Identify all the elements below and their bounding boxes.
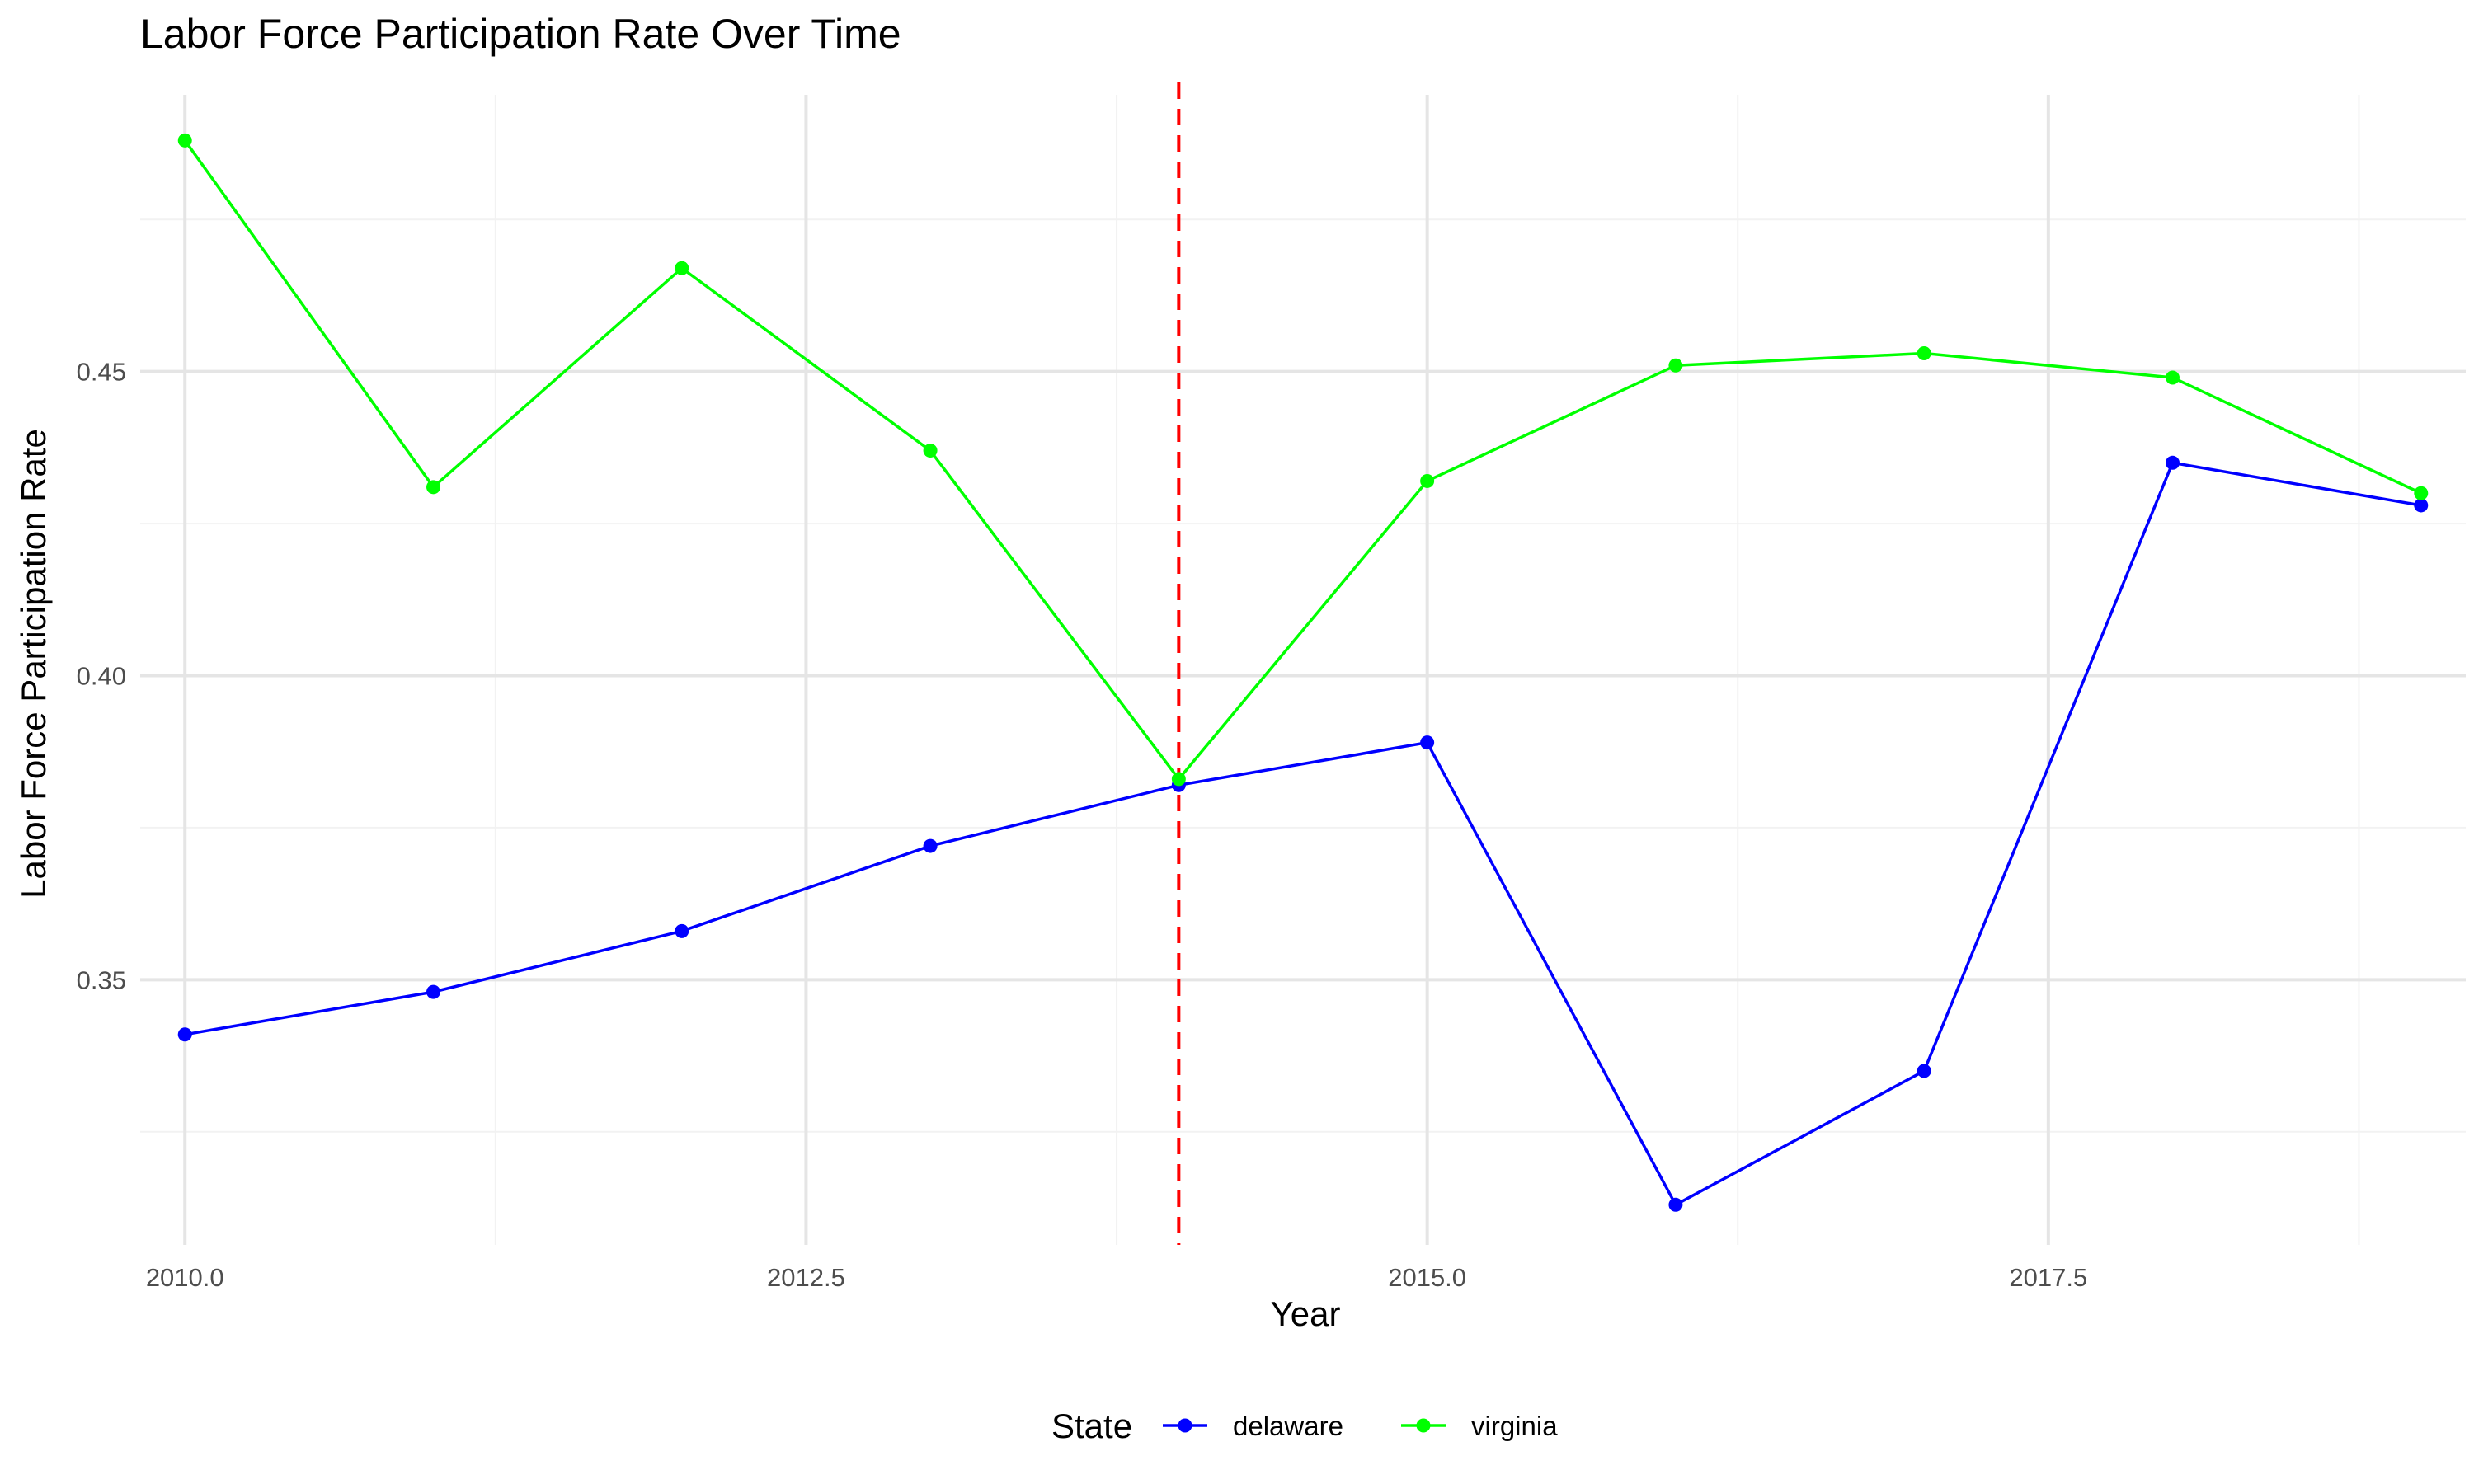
legend-key-point-virginia [1416,1418,1431,1433]
x-tick-label: 2017.5 [2009,1263,2087,1292]
data-point-delaware [923,838,938,853]
data-point-delaware [1668,1197,1683,1212]
x-tick-label: 2015.0 [1388,1263,1466,1292]
data-point-virginia [923,444,938,458]
series-line-delaware [184,461,2422,1207]
data-point-virginia [2165,370,2180,385]
x-axis-tick-labels: 2010.0 2012.5 2015.0 2017.5 [146,1263,2087,1292]
data-point-delaware [177,1027,192,1042]
data-point-delaware [1917,1064,1931,1078]
data-point-virginia [426,480,441,495]
data-point-virginia [1420,473,1435,488]
gridlines [140,95,2466,1245]
legend-items: delaware virginia [1163,1411,1558,1441]
data-point-delaware [2165,455,2180,470]
data-point-delaware [2414,498,2429,513]
data-point-delaware [675,923,689,938]
data-point-delaware [426,984,441,999]
x-axis-title: Year [1271,1294,1341,1333]
chart-title: Labor Force Participation Rate Over Time [140,11,901,57]
data-point-virginia [1917,346,1931,361]
y-tick-label: 0.35 [77,965,126,994]
legend-key-point-delaware [1178,1418,1192,1433]
data-point-delaware [1420,735,1435,750]
legend-label-virginia: virginia [1471,1411,1558,1441]
data-point-virginia [177,133,192,148]
x-tick-label: 2012.5 [767,1263,845,1292]
legend-label-delaware: delaware [1233,1411,1343,1441]
data-point-virginia [2414,486,2429,500]
x-tick-label: 2010.0 [146,1263,224,1292]
data-point-virginia [675,261,689,275]
y-tick-label: 0.40 [77,662,126,691]
y-tick-label: 0.45 [77,358,126,387]
legend: State delaware virginia [1051,1407,1558,1445]
y-axis-tick-labels: 0.35 0.40 0.45 [77,358,126,995]
data-point-virginia [1171,772,1186,787]
series-layer [177,133,2429,1212]
series-line-virginia [183,139,2422,782]
legend-title: State [1051,1407,1132,1445]
y-axis-title: Labor Force Participation Rate [14,429,53,899]
data-point-virginia [1668,358,1683,373]
